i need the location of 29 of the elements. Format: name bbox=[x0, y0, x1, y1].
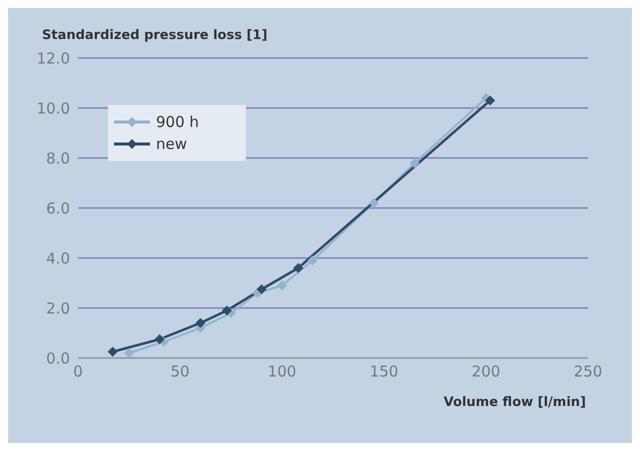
point bbox=[308, 256, 318, 266]
x-tick-label: 50 bbox=[170, 362, 190, 381]
y-axis-title: Standardized pressure loss [1] bbox=[42, 28, 268, 43]
point bbox=[222, 306, 232, 316]
point bbox=[108, 346, 118, 357]
y-tick-label: 2.0 bbox=[46, 299, 70, 318]
x-axis-title: Volume flow [l/min] bbox=[444, 395, 586, 410]
x-tick-label: 0 bbox=[73, 362, 83, 381]
x-tick-label: 100 bbox=[268, 362, 296, 381]
x-tick-label: 200 bbox=[472, 362, 500, 381]
y-tick-label: 10.0 bbox=[36, 99, 70, 118]
y-tick-label: 0.0 bbox=[46, 349, 70, 368]
x-tick-label: 250 bbox=[574, 362, 602, 381]
point bbox=[256, 284, 267, 294]
point bbox=[410, 158, 420, 168]
point bbox=[195, 318, 206, 328]
x-tick-label: 150 bbox=[370, 362, 398, 381]
point bbox=[154, 334, 165, 344]
y-tick-label: 6.0 bbox=[46, 199, 70, 218]
point bbox=[277, 280, 287, 290]
point bbox=[293, 263, 304, 273]
point bbox=[124, 348, 134, 358]
point bbox=[485, 96, 496, 106]
y-tick-label: 8.0 bbox=[46, 149, 70, 168]
legend-label: new bbox=[156, 135, 188, 153]
y-tick-label: 12.0 bbox=[36, 49, 70, 68]
legend-label: 900 h bbox=[156, 113, 199, 131]
point bbox=[368, 198, 379, 208]
y-tick-label: 4.0 bbox=[46, 249, 70, 268]
